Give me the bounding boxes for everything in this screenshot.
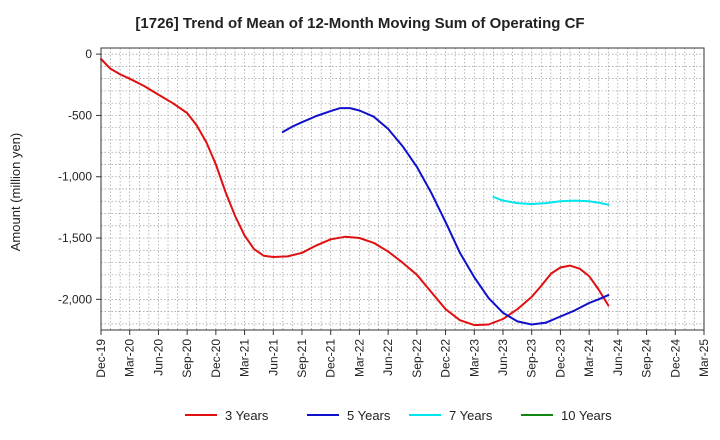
y-tick-label: -2,000: [58, 292, 92, 306]
x-tick-label: Jun-24: [611, 339, 625, 376]
y-axis-label: Amount (million yen): [8, 133, 23, 252]
legend-label: 5 Years: [347, 408, 391, 423]
plot-area-frame: [100, 47, 705, 331]
x-tick-label: Dec-24: [668, 339, 682, 378]
x-tick-label: Dec-19: [94, 339, 108, 378]
legend-label: 3 Years: [225, 408, 269, 423]
x-tick-label: Jun-22: [381, 339, 395, 376]
x-tick-label: Dec-20: [209, 339, 223, 378]
y-tick-label: -1,500: [58, 231, 92, 245]
x-tick-label: Dec-22: [439, 339, 453, 378]
y-ticks: 0 -500 -1,000 -1,500 -2,000: [58, 47, 101, 306]
x-tick-label: Mar-22: [352, 339, 366, 377]
x-tick-label: Mar-24: [582, 339, 596, 377]
x-tick-label: Jun-20: [151, 339, 165, 376]
x-tick-label: Mar-21: [238, 339, 252, 377]
x-tick-label: Dec-23: [553, 339, 567, 378]
x-tick-label: Mar-23: [467, 339, 481, 377]
x-tick-label: Sep-24: [640, 339, 654, 378]
x-tick-label: Mar-20: [123, 339, 137, 377]
series-line-3-years: [100, 58, 610, 327]
chart-title: [1726] Trend of Mean of 12-Month Moving …: [135, 15, 584, 32]
y-tick-label: -1,000: [58, 170, 92, 184]
x-tick-label: Dec-21: [324, 339, 338, 378]
series-lines: [100, 58, 610, 327]
x-tick-label: Sep-21: [295, 339, 309, 378]
legend-label: 7 Years: [449, 408, 493, 423]
x-tick-label: Jun-21: [266, 339, 280, 376]
x-tick-label: Sep-20: [180, 339, 194, 378]
legend: 3 Years 5 Years 7 Years 10 Years: [185, 408, 612, 423]
y-tick-label: 0: [85, 47, 92, 61]
legend-label: 10 Years: [561, 408, 612, 423]
series-line-7-years: [492, 196, 610, 206]
x-tick-label: Jun-23: [496, 339, 510, 376]
x-ticks: Dec-19 Mar-20 Jun-20 Sep-20 Dec-20 Mar-21 Jun-…: [94, 330, 711, 378]
x-tick-label: Sep-22: [410, 339, 424, 378]
y-tick-label: -500: [68, 108, 92, 122]
series-line-5-years: [281, 107, 610, 326]
grid: [100, 48, 705, 330]
x-tick-label: Sep-23: [525, 339, 539, 378]
x-tick-label: Mar-25: [697, 339, 711, 377]
